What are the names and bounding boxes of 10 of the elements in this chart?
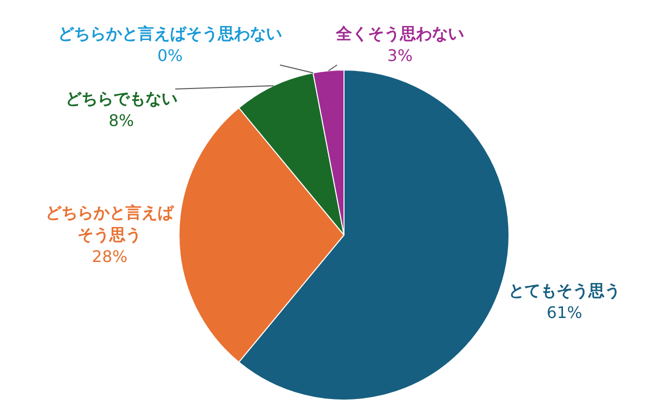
slice-label: 全くそう思わない [335,24,464,43]
category-label: どちらかと言えばそう思わない [58,24,282,43]
data-label: 3% [387,46,413,65]
text: 0% [157,46,183,65]
data-label: 8% [108,111,134,130]
data-label: 61% [546,303,582,322]
data-label: 28% [92,247,128,266]
slice-label: とてもそう思う [508,281,620,300]
slice-label: どちらでもない [65,89,178,108]
slice-label: どちらかと言えばそう思う [46,203,175,244]
